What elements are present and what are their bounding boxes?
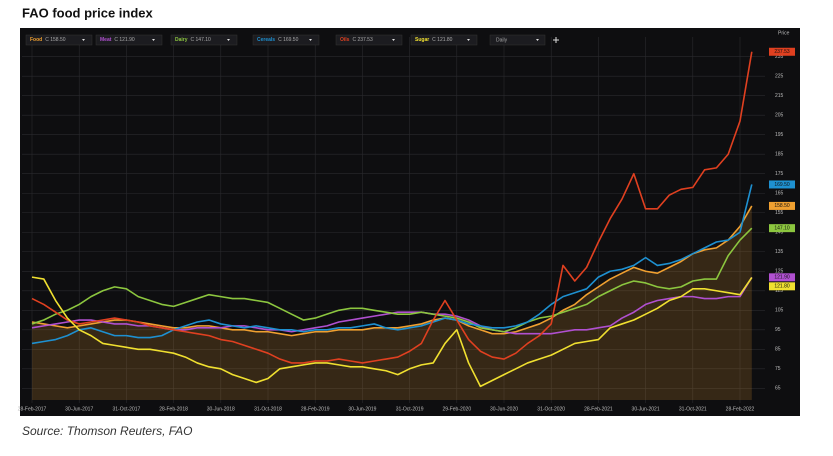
price-badge-label: 121.90 (774, 275, 790, 281)
toolbar-label: Oils C 237.53 (340, 37, 373, 43)
line (31, 184, 753, 345)
series-name: Food (30, 37, 42, 43)
toolbar-label: Food C 158.50 (30, 37, 66, 43)
x-tick-label: 30-Jun-2021 (632, 406, 660, 412)
toolbar-label: Sugar C 121.80 (415, 37, 453, 43)
x-tick-label: 31-Oct-2020 (537, 406, 565, 412)
y-tick-label: 95 (775, 327, 781, 333)
y-tick-label: 65 (775, 386, 781, 392)
toolbar-label: Dairy C 147.10 (175, 37, 211, 43)
x-tick-label: 31-Oct-2021 (679, 406, 707, 412)
x-tick-label: 30-Jun-2018 (207, 406, 235, 412)
dropdown-arrow (467, 39, 470, 41)
y-tick-label: 75 (775, 366, 781, 372)
y-tick-label: 195 (775, 132, 784, 138)
dropdown-arrow (536, 39, 539, 41)
series-quote: C 147.10 (191, 37, 212, 43)
area (32, 205, 752, 400)
price-badge-label: 147.10 (774, 225, 790, 231)
price-badge (769, 180, 795, 189)
x-tick-label: 31-Oct-2018 (254, 406, 282, 412)
series-quote: C 169.50 (278, 37, 299, 43)
series-name: Sugar (415, 37, 429, 43)
y-tick-label: 165 (775, 191, 784, 197)
line (31, 51, 753, 364)
series-quote: C 121.80 (432, 37, 453, 43)
toolbar-item[interactable] (25, 34, 93, 46)
toolbar-item[interactable] (335, 34, 403, 46)
x-tick-label: 28-Feb-2021 (584, 406, 613, 412)
series-name: Dairy (175, 37, 188, 43)
plot: 65 75 85 95 105 115 125 135 145 155 165 175 185 195 20… (18, 34, 795, 412)
price-badge (769, 273, 795, 282)
y-tick-label: 135 (775, 249, 784, 255)
x-tick-label: 30-Jun-2019 (348, 406, 376, 412)
series-name: Oils (340, 37, 350, 43)
y-tick-label: 115 (775, 288, 783, 294)
series-quote: C 158.50 (45, 37, 66, 43)
toolbar-item[interactable] (252, 34, 320, 46)
source: Source: Thomson Reuters, FAO (22, 424, 193, 438)
x-tick-label: 28-Feb-2018 (159, 406, 188, 412)
chart-title: FAO food price index (22, 5, 154, 20)
dropdown-arrow (309, 39, 312, 41)
y-tick-label: 205 (775, 113, 784, 119)
y-tick-label: 175 (775, 171, 784, 177)
series-quote: C 237.53 (352, 37, 373, 43)
x-tick-label: 29-Feb-2020 (442, 406, 471, 412)
price-badge-label: 121.80 (774, 284, 790, 290)
series-name: Meat (100, 37, 112, 43)
x-tick-label: 28-Feb-2017 (18, 406, 47, 412)
series-quote: C 121.90 (114, 37, 135, 43)
dropdown-arrow (152, 39, 155, 41)
y-tick-label: 235 (775, 54, 784, 60)
price-badge (769, 47, 795, 56)
price-badge-label: 237.53 (774, 49, 790, 55)
price-badge (769, 201, 795, 210)
interval-label: Daily (496, 37, 508, 43)
y-tick-label: 185 (775, 152, 784, 158)
line (31, 227, 753, 333)
dropdown-arrow (82, 39, 85, 41)
y-tick-label: 225 (775, 74, 784, 80)
price-badge-label: 169.50 (774, 182, 790, 188)
toolbar-item[interactable] (410, 34, 478, 46)
dropdown-arrow (392, 39, 395, 41)
add-button[interactable] (553, 37, 559, 43)
toolbar-label: Cereals C 169.50 (257, 37, 299, 43)
y-axis-label: Price (778, 30, 790, 36)
series-name: Cereals (257, 37, 275, 43)
y-tick-label: 125 (775, 269, 784, 275)
interval-select[interactable] (489, 34, 546, 46)
toolbar-item[interactable] (170, 34, 238, 46)
price-badge (769, 224, 795, 233)
x-tick-label: 30-Jun-2017 (65, 406, 93, 412)
toolbar-label: Meat C 121.90 (100, 37, 135, 43)
x-tick-label: 28-Feb-2019 (301, 406, 330, 412)
price-badge (769, 282, 795, 291)
price-badge-label: 158.50 (774, 203, 790, 209)
x-tick-label: 31-Oct-2019 (396, 406, 424, 412)
x-tick-label: 30-Jun-2020 (490, 406, 518, 412)
y-tick-label: 105 (775, 308, 784, 314)
y-tick-label: 215 (775, 93, 784, 99)
dropdown-arrow (227, 39, 230, 41)
line (31, 205, 753, 337)
y-tick-label: 145 (775, 230, 784, 236)
x-tick-label: 31-Oct-2017 (113, 406, 141, 412)
y-tick-label: 155 (775, 210, 784, 216)
line (31, 276, 753, 388)
y-tick-label: 85 (775, 347, 781, 353)
toolbar-item[interactable] (95, 34, 163, 46)
x-tick-label: 28-Feb-2022 (726, 406, 755, 412)
